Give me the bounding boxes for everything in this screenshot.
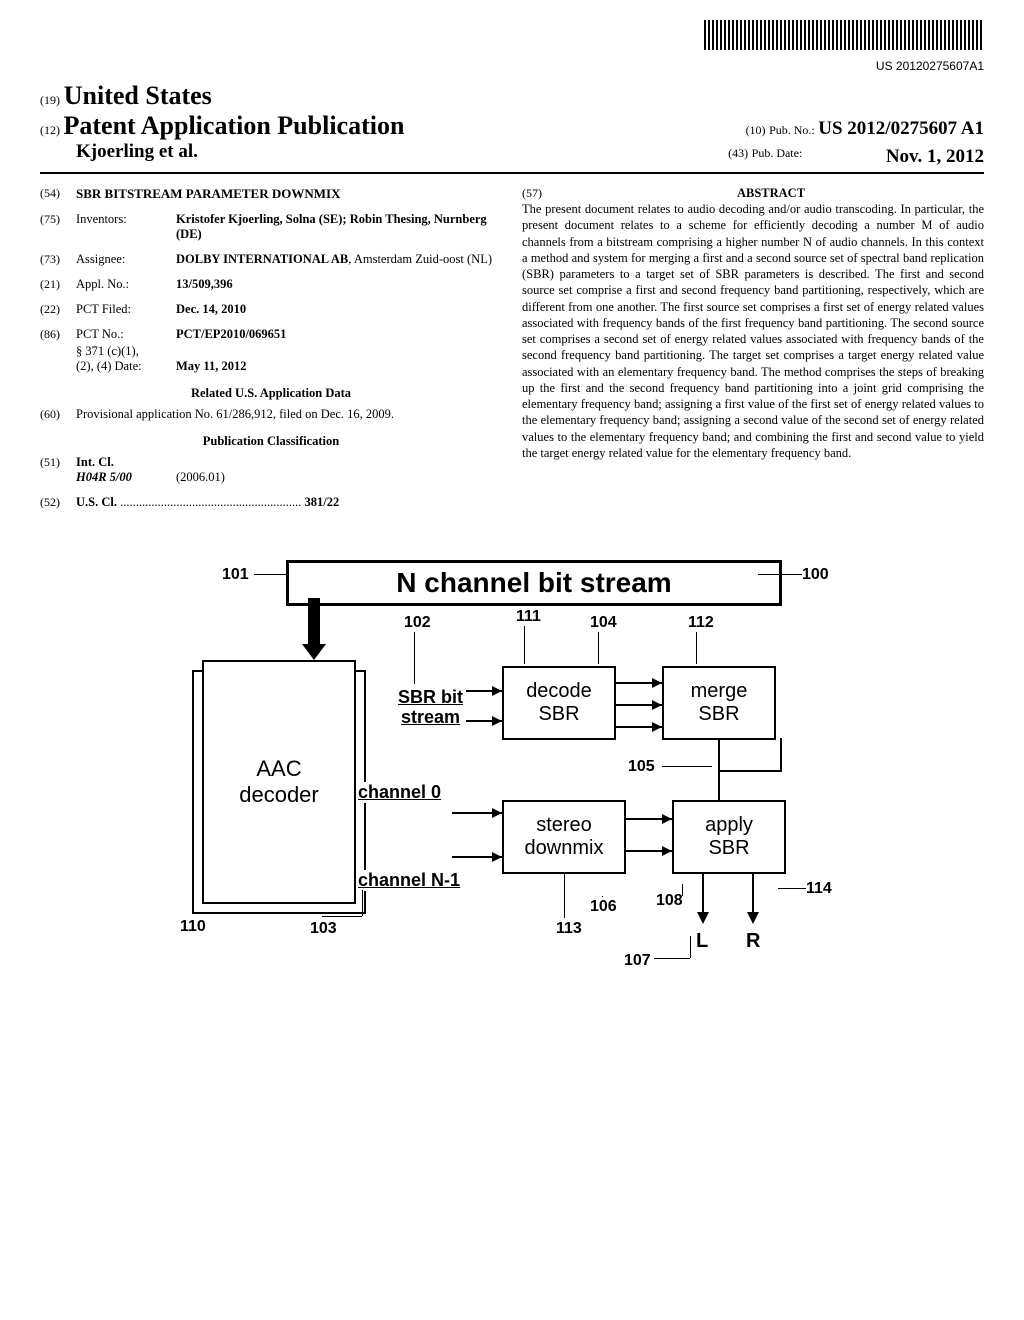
related-code: (60): [40, 407, 76, 422]
title-code: (54): [40, 186, 76, 202]
uscl-dots: ........................................…: [120, 495, 301, 509]
fig-stereo-box: stereo downmix: [502, 800, 626, 874]
right-column: (57) ABSTRACT The present document relat…: [522, 186, 984, 520]
applno-value: 13/509,396: [176, 277, 502, 292]
pub-date: Nov. 1, 2012: [886, 146, 984, 168]
uscl-label: U.S. Cl.: [76, 495, 117, 509]
classif-header: Publication Classification: [40, 434, 502, 449]
fig-title-box: N channel bit stream: [286, 560, 782, 606]
fig-label-105: 105: [628, 758, 655, 776]
body-columns: (54) SBR BITSTREAM PARAMETER DOWNMIX (75…: [40, 186, 984, 520]
fig-label-114: 114: [806, 880, 832, 898]
fig-label-104: 104: [590, 614, 617, 632]
related-value: Provisional application No. 61/286,912, …: [76, 407, 502, 422]
pctfiled-value: Dec. 14, 2010: [176, 302, 502, 317]
authors: Kjoerling et al.: [76, 141, 728, 163]
pctno-code: (86): [40, 327, 76, 342]
fig-label-103: 103: [310, 920, 337, 938]
related-header: Related U.S. Application Data: [40, 386, 502, 401]
fig-label-L: L: [696, 930, 708, 953]
abstract-text: The present document relates to audio de…: [522, 201, 984, 461]
intcl-year: (2006.01): [176, 470, 225, 485]
pctfiled-label: PCT Filed:: [76, 302, 176, 317]
pub-code: (12): [40, 123, 60, 137]
pub-num: US 2012/0275607 A1: [818, 118, 984, 139]
country-code: (19): [40, 93, 60, 107]
header: (19) United States (12) Patent Applicati…: [40, 81, 984, 168]
patent-title: SBR BITSTREAM PARAMETER DOWNMIX: [76, 186, 340, 202]
pub-num-label: Pub. No.:: [769, 123, 815, 137]
fig-label-102: 102: [404, 614, 431, 632]
fig-channel0-label: channel 0: [356, 782, 443, 803]
fig-label-100: 100: [802, 566, 829, 584]
applno-code: (21): [40, 277, 76, 292]
pctno-label: PCT No.:: [76, 327, 176, 342]
pctfiled-code: (22): [40, 302, 76, 317]
fig-label-108: 108: [656, 892, 683, 910]
intcl-label: Int. Cl.: [76, 455, 114, 469]
inventors-value: Kristofer Kjoerling, Solna (SE); Robin T…: [176, 212, 502, 242]
applno-label: Appl. No.:: [76, 277, 176, 292]
fig-label-R: R: [746, 930, 760, 953]
abstract-label: ABSTRACT: [737, 186, 805, 200]
left-column: (54) SBR BITSTREAM PARAMETER DOWNMIX (75…: [40, 186, 502, 520]
barcode-text: US 20120275607A1: [40, 59, 984, 73]
fig-label-111: 111: [516, 608, 541, 626]
fig-apply-box: apply SBR: [672, 800, 786, 874]
uscl-code: (52): [40, 495, 76, 510]
fig-label-110: 110: [180, 918, 206, 936]
intcl-code: (51): [40, 455, 76, 470]
pctno-value: PCT/EP2010/069651: [176, 327, 502, 342]
divider: [40, 172, 984, 174]
fig-label-106: 106: [590, 898, 617, 916]
pub-type: Patent Application Publication: [64, 111, 405, 140]
intcl-class: H04R 5/00: [76, 470, 132, 484]
abstract-code: (57): [522, 186, 558, 201]
uscl-value: 381/22: [304, 495, 339, 509]
sec371-label: § 371 (c)(1),: [76, 344, 176, 359]
barcode-area: [40, 20, 984, 55]
pub-date-code: (43): [728, 146, 748, 160]
sec371-label2: (2), (4) Date:: [76, 359, 176, 374]
fig-merge-box: merge SBR: [662, 666, 776, 740]
country-name: United States: [64, 81, 212, 110]
barcode: [704, 20, 984, 50]
fig-channeln1-label: channel N-1: [356, 870, 462, 891]
pub-date-label: Pub. Date:: [752, 146, 803, 160]
inventors-label: Inventors:: [76, 212, 176, 242]
figure-container: N channel bit stream 101 100 AAC decoder…: [40, 560, 984, 990]
figure: N channel bit stream 101 100 AAC decoder…: [162, 560, 862, 990]
assignee-code: (73): [40, 252, 76, 267]
assignee-value: DOLBY INTERNATIONAL AB, Amsterdam Zuid-o…: [176, 252, 502, 267]
pub-num-code: (10): [746, 123, 766, 137]
fig-aac-box: AAC decoder: [202, 660, 356, 904]
fig-label-113: 113: [556, 920, 582, 938]
fig-label-112: 112: [688, 614, 714, 632]
assignee-label: Assignee:: [76, 252, 176, 267]
fig-label-107: 107: [624, 952, 651, 970]
inventors-code: (75): [40, 212, 76, 242]
fig-sbrbit-label: SBR bitstream: [396, 688, 465, 728]
sec371-value: May 11, 2012: [176, 359, 502, 374]
fig-label-101: 101: [222, 566, 249, 584]
fig-decode-box: decode SBR: [502, 666, 616, 740]
